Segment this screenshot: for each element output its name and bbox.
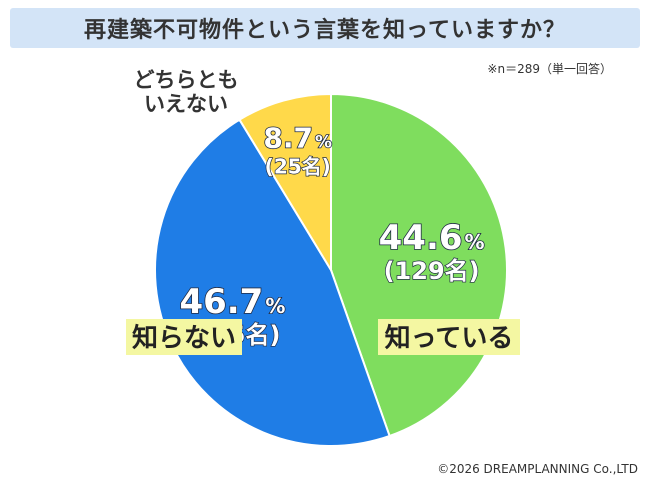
slice-count-label: (25名)	[265, 154, 331, 178]
slice-neither	[238, 92, 332, 274]
category-label-dont-know-box	[126, 319, 242, 355]
sample-size-note: ※n＝289（単一回答）	[487, 62, 612, 76]
category-label-know: 知っている	[385, 323, 514, 353]
slice-count-label: (129名)	[384, 257, 480, 285]
category-label-dont-know: 知らない	[132, 323, 236, 353]
category-label-neither: いえない	[144, 92, 228, 116]
pie-labels: 44.6%(129名)46.7%(135名)8.7%(25名)知っている知らない…	[126, 68, 520, 355]
slice-percent-label: 46.7%	[179, 282, 285, 322]
slice-percent-label: 8.7%	[263, 121, 332, 154]
category-label-know-box	[378, 319, 520, 355]
pie-slices	[154, 92, 508, 447]
category-label-neither: どちらとも	[134, 68, 239, 92]
chart-title-bar: 再建築不可物件という言葉を知っていますか？	[10, 8, 640, 48]
slice-percent-label: 44.6%	[379, 218, 485, 258]
chart-title: 再建築不可物件という言葉を知っていますか？	[84, 18, 566, 43]
copyright-text: ©2026 DREAMPLANNING Co.,LTD	[437, 462, 638, 476]
